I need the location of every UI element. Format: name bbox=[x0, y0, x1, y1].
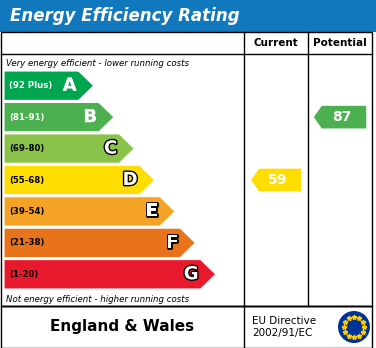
Text: Potential: Potential bbox=[313, 38, 367, 48]
Polygon shape bbox=[4, 197, 175, 226]
Polygon shape bbox=[4, 134, 134, 163]
Text: 59: 59 bbox=[268, 173, 288, 187]
Text: (81-91): (81-91) bbox=[9, 113, 44, 122]
Text: Energy Efficiency Rating: Energy Efficiency Rating bbox=[10, 7, 240, 25]
Text: Current: Current bbox=[254, 38, 299, 48]
Polygon shape bbox=[4, 228, 196, 258]
Text: B: B bbox=[83, 108, 97, 126]
Text: (1-20): (1-20) bbox=[9, 270, 38, 279]
Text: G: G bbox=[184, 265, 199, 283]
Text: (39-54): (39-54) bbox=[9, 207, 44, 216]
Polygon shape bbox=[4, 102, 114, 132]
Text: 87: 87 bbox=[332, 110, 352, 124]
Text: C: C bbox=[104, 140, 117, 158]
Text: (21-38): (21-38) bbox=[9, 238, 44, 247]
Text: Not energy efficient - higher running costs: Not energy efficient - higher running co… bbox=[6, 294, 189, 303]
Text: (69-80): (69-80) bbox=[9, 144, 44, 153]
Polygon shape bbox=[4, 165, 155, 195]
Text: England & Wales: England & Wales bbox=[50, 319, 194, 334]
Polygon shape bbox=[4, 260, 216, 289]
Text: (55-68): (55-68) bbox=[9, 175, 44, 184]
Text: A: A bbox=[63, 77, 77, 95]
Bar bbox=[1, 306, 372, 348]
Circle shape bbox=[338, 311, 370, 343]
Text: (92 Plus): (92 Plus) bbox=[9, 81, 52, 90]
Text: F: F bbox=[166, 234, 178, 252]
Text: D: D bbox=[123, 171, 138, 189]
Polygon shape bbox=[314, 106, 366, 128]
Bar bbox=[1, 32, 372, 306]
Text: EU Directive: EU Directive bbox=[252, 316, 316, 326]
Polygon shape bbox=[251, 169, 301, 191]
Text: Very energy efficient - lower running costs: Very energy efficient - lower running co… bbox=[6, 58, 189, 68]
Text: E: E bbox=[146, 203, 158, 220]
Polygon shape bbox=[4, 71, 94, 101]
Text: 2002/91/EC: 2002/91/EC bbox=[252, 328, 312, 338]
Bar bbox=[0, 0, 376, 32]
